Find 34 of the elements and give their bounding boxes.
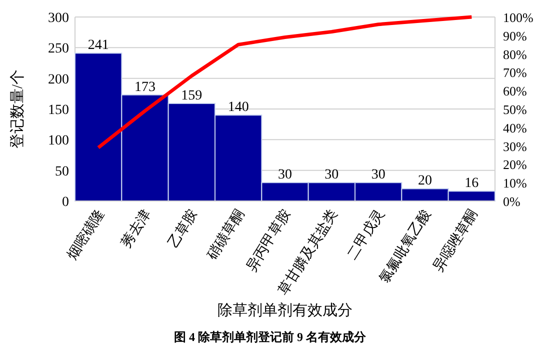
y-axis-title: 登记数量/个 bbox=[9, 69, 26, 149]
y2-tick-label: 100% bbox=[503, 10, 534, 25]
x-tick-label: 异噁唑草酮 bbox=[430, 206, 482, 274]
data-label: 159 bbox=[181, 88, 202, 104]
y-tick-label: 250 bbox=[48, 42, 69, 57]
data-label: 30 bbox=[278, 168, 292, 183]
data-label: 173 bbox=[134, 80, 156, 95]
y2-tick-label: 70% bbox=[503, 65, 527, 80]
data-label: 241 bbox=[88, 38, 109, 54]
y-tick-label: 50 bbox=[55, 164, 69, 180]
y2-tick-label: 60% bbox=[503, 84, 527, 99]
x-tick-label: 莠去津 bbox=[118, 206, 154, 251]
data-label: 30 bbox=[371, 168, 386, 183]
y-tick-label: 300 bbox=[48, 11, 69, 26]
x-tick-label: 硝磺草酮 bbox=[204, 206, 248, 264]
y2-tick-label: 20% bbox=[503, 157, 527, 172]
x-axis-title: 除草剂单剂有效成分 bbox=[218, 302, 352, 319]
y2-tick-label: 0% bbox=[503, 194, 520, 209]
y2-tick-label: 30% bbox=[503, 138, 527, 154]
y-tick-label: 100 bbox=[48, 134, 69, 149]
caption: 图 4 除草剂单剂登记前 9 名有效成分 bbox=[174, 330, 367, 344]
data-label: 30 bbox=[324, 168, 339, 183]
y2-tick-label: 50% bbox=[503, 102, 527, 117]
y2-tick-label: 80% bbox=[503, 46, 527, 62]
data-label: 16 bbox=[464, 176, 479, 192]
y2-tick-label: 90% bbox=[503, 28, 527, 44]
data-label: 20 bbox=[418, 174, 432, 189]
x-tick-label: 乙草胺 bbox=[165, 206, 202, 251]
y-tick-label: 150 bbox=[48, 103, 69, 118]
data-label: 140 bbox=[228, 100, 249, 116]
x-tick-label: 二甲戊灵 bbox=[344, 206, 388, 263]
y-tick-label: 200 bbox=[48, 72, 69, 88]
y2-tick-label: 40% bbox=[503, 120, 527, 136]
y2-tick-label: 10% bbox=[503, 176, 527, 191]
